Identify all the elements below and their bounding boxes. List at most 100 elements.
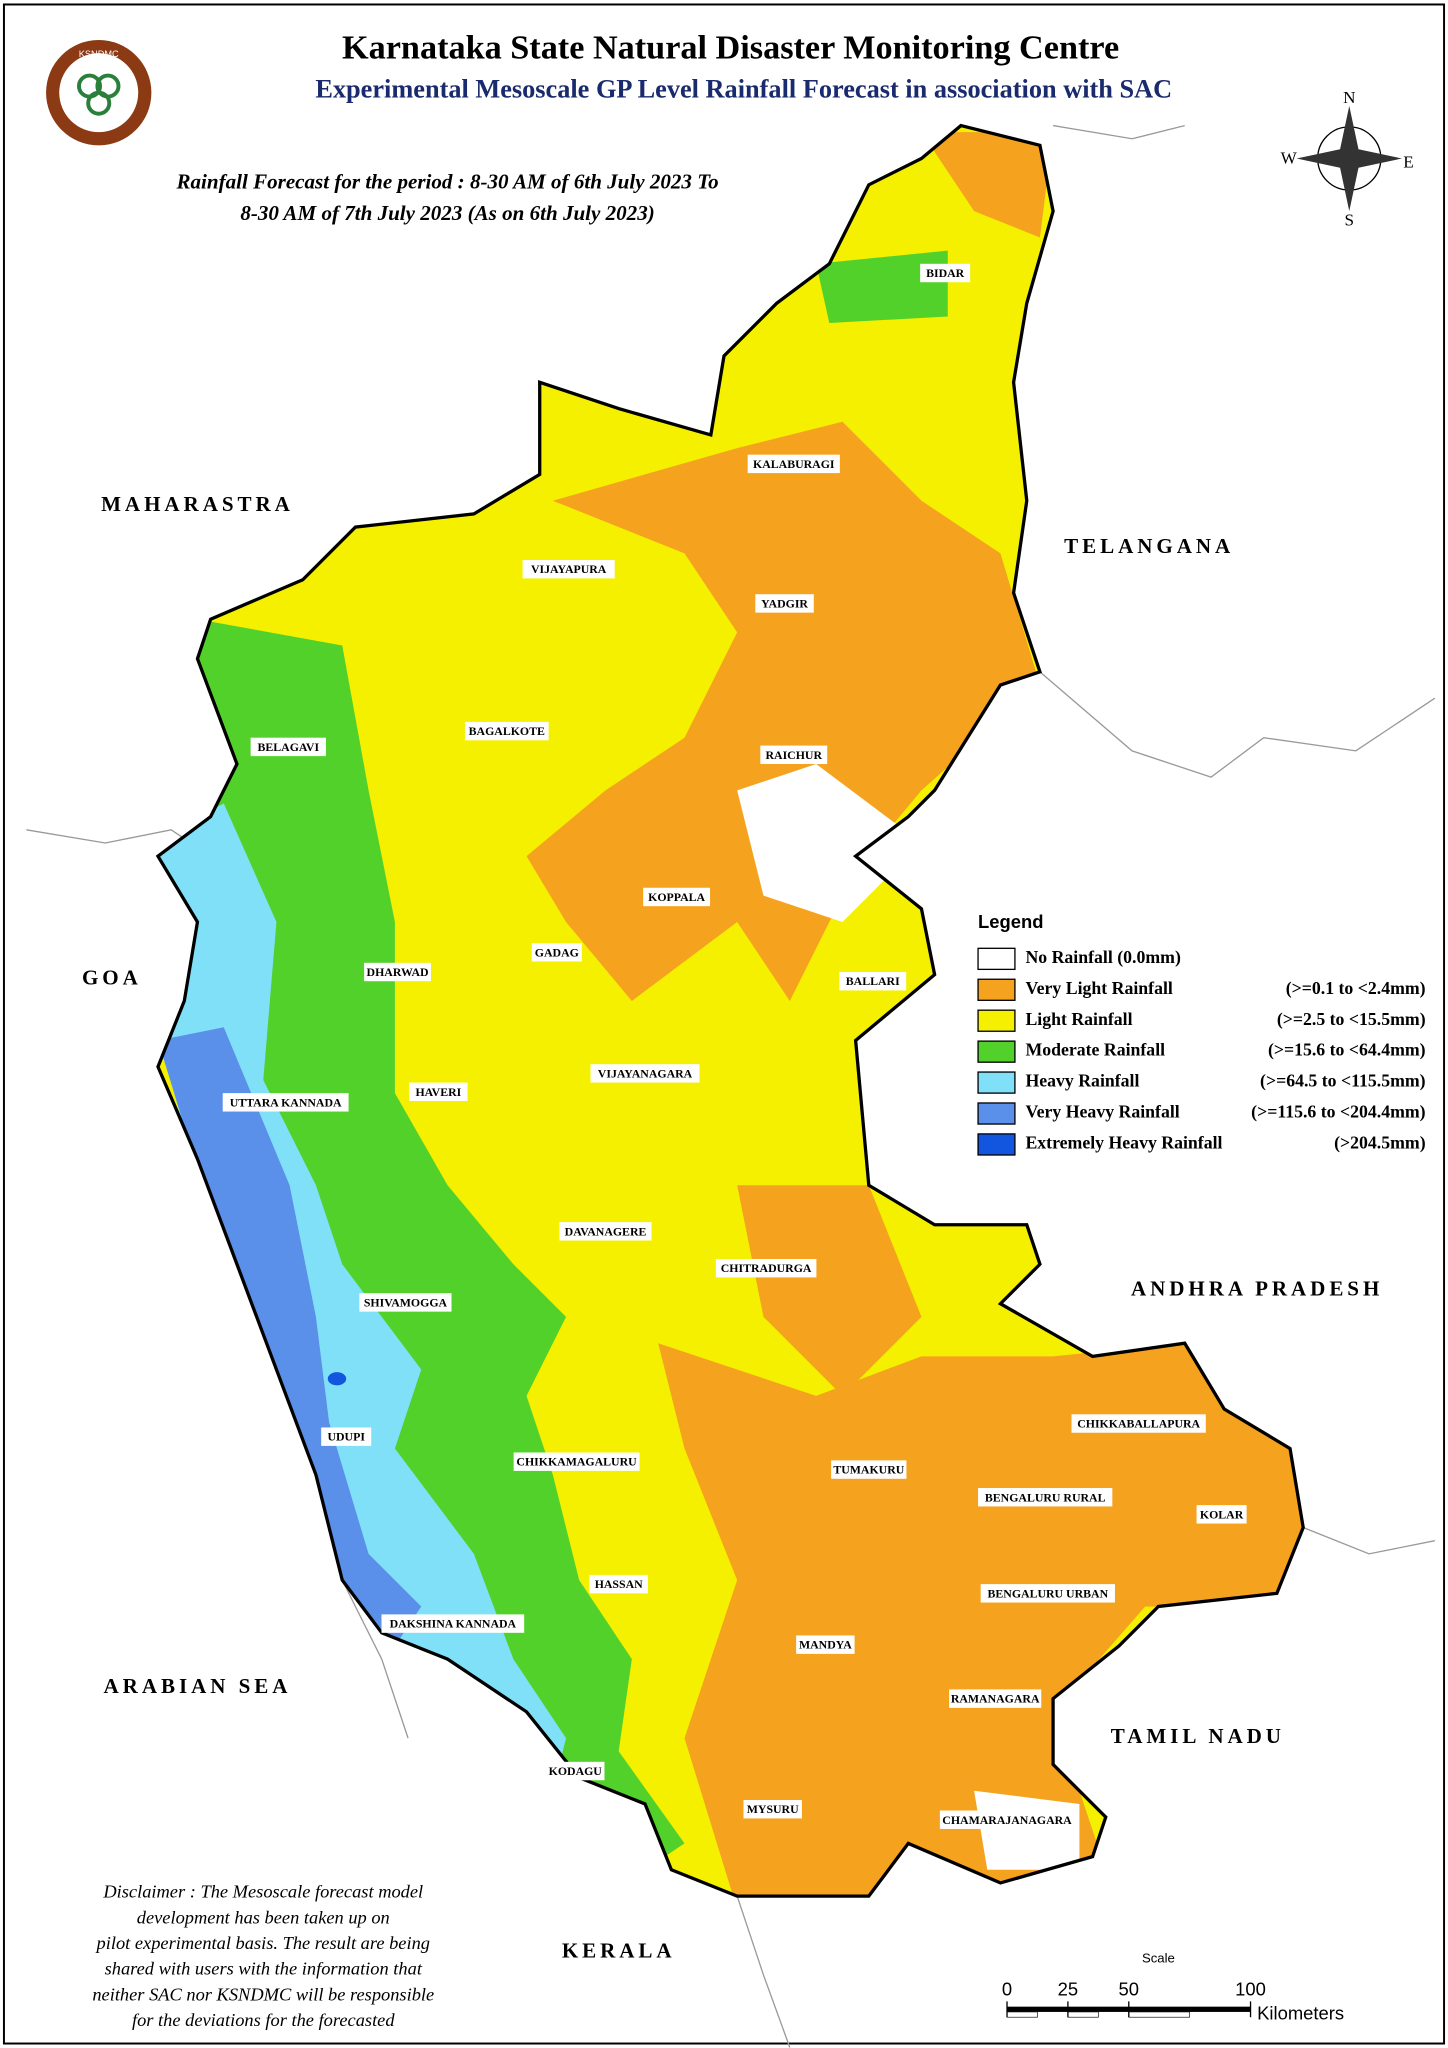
- zone-very-light: [526, 421, 1040, 1001]
- border: [736, 1895, 791, 2048]
- legend-range: (>204.5mm): [1334, 1133, 1426, 1154]
- district-label-bg: [589, 1574, 648, 1594]
- district-label: MYSURU: [747, 1802, 799, 1816]
- district-label: BENGALURU RURAL: [985, 1490, 1106, 1504]
- neighbor-label: TELANGANA: [1064, 534, 1234, 558]
- district-label: DAKSHINA KANNADA: [390, 1617, 517, 1631]
- legend-label: Light Rainfall: [1025, 1009, 1132, 1029]
- district-label: RAICHUR: [766, 748, 823, 762]
- district-label-bg: [715, 1258, 817, 1278]
- district-label: GADAG: [535, 945, 579, 959]
- zone-very-light: [658, 1343, 1304, 1897]
- district-label: MANDYA: [799, 1638, 852, 1652]
- legend-label: Heavy Rainfall: [1025, 1071, 1139, 1091]
- legend-swatch: [977, 1102, 1016, 1125]
- district-label-bg: [250, 737, 326, 757]
- district-label-bg: [839, 972, 907, 991]
- district-label: HAVERI: [415, 1085, 461, 1099]
- compass-s: S: [1345, 211, 1355, 230]
- district-label-bg: [747, 454, 840, 474]
- district-label-bg: [321, 1427, 372, 1446]
- district-label-bg: [464, 721, 549, 741]
- legend-label: Very Light Rainfall: [1025, 978, 1172, 998]
- scale-segment: [1067, 2011, 1099, 2018]
- district-label: DHARWAD: [367, 965, 429, 979]
- district-label-bg: [920, 263, 971, 283]
- compass-star: [1296, 105, 1402, 212]
- district-label-bg: [359, 1293, 452, 1312]
- zone-moderate: [184, 619, 685, 1897]
- scale-segment: [1128, 2011, 1190, 2018]
- district-label: VIJAYANAGARA: [598, 1066, 693, 1080]
- neighbor-label: MAHARASTRA: [101, 492, 294, 516]
- district-label-bg: [743, 1799, 802, 1819]
- frame: [2, 3, 1446, 2045]
- district-label-bg: [796, 1635, 855, 1654]
- legend-swatch: [977, 1009, 1016, 1032]
- scale-segment: [1007, 2006, 1068, 2012]
- scale-title: Scale: [1142, 1951, 1175, 1966]
- legend-range: (>=2.5 to <15.5mm): [1277, 1009, 1426, 1030]
- compass-w: W: [1281, 149, 1298, 168]
- zone-extremely-heavy: [327, 1372, 347, 1386]
- legend-range: (>=15.6 to <64.4mm): [1268, 1040, 1426, 1061]
- district-label: YADGIR: [761, 596, 808, 610]
- district-label: BENGALURU URBAN: [988, 1586, 1109, 1600]
- disclaimer-line: neither SAC nor KSNDMC will be responsib…: [92, 1984, 434, 2004]
- district-label: BALLARI: [846, 974, 900, 988]
- district-label: VIJAYAPURA: [531, 562, 607, 576]
- period-line: 8-30 AM of 7th July 2023 (As on 6th July…: [240, 201, 654, 225]
- scale-segment: [1067, 2006, 1129, 2012]
- legend-title: Legend: [978, 911, 1043, 932]
- district-label-bg: [939, 1810, 1075, 1829]
- scale-tick-label: 100: [1235, 1979, 1266, 2000]
- neighbor-label: GOA: [82, 966, 142, 990]
- scale-segment: [1006, 2011, 1038, 2018]
- district-label: SHIVAMOGGA: [364, 1295, 448, 1309]
- district-label-bg: [364, 962, 431, 982]
- disclaimer-line: pilot experimental basis. The result are…: [95, 1933, 431, 1953]
- compass-e: E: [1403, 153, 1413, 172]
- compass: N E S W: [1281, 88, 1414, 229]
- district-label-bg: [978, 1488, 1113, 1507]
- district-label-bg: [643, 887, 711, 907]
- district-label-bg: [1196, 1505, 1247, 1524]
- legend-swatch: [977, 1071, 1016, 1094]
- district-label: HASSAN: [595, 1577, 643, 1591]
- legend-box: [967, 902, 1438, 1159]
- neighbor-label: KERALA: [562, 1939, 676, 1963]
- scale-tick-label: 50: [1119, 1979, 1139, 2000]
- district-label: CHIKKAMAGALURU: [516, 1455, 637, 1469]
- title: Karnataka State Natural Disaster Monitor…: [342, 29, 1119, 66]
- neighbor-label: TAMIL NADU: [1111, 1724, 1285, 1748]
- district-label-bg: [760, 745, 828, 765]
- disclaimer-line: development has been taken up on: [137, 1907, 390, 1927]
- zone-very-light: [737, 1185, 922, 1396]
- border: [1302, 1526, 1435, 1555]
- district-label: DAVANAGERE: [565, 1224, 647, 1238]
- zone-heavy: [157, 803, 567, 1791]
- logo: KSNDMC: [46, 40, 152, 146]
- district-label: KODAGU: [549, 1764, 603, 1778]
- period-line: Rainfall Forecast for the period : 8-30 …: [175, 169, 718, 193]
- district-label-bg: [381, 1614, 525, 1633]
- legend-label: Very Heavy Rainfall: [1025, 1102, 1179, 1122]
- zone-none: [737, 764, 922, 922]
- district-label: UTTARA KANNADA: [230, 1095, 342, 1109]
- legend-swatch: [977, 947, 1016, 971]
- district-label-bg: [590, 1064, 700, 1083]
- district-label-bg: [949, 1689, 1042, 1708]
- disclaimer-line: Disclaimer : The Mesoscale forecast mode…: [102, 1882, 423, 1902]
- border: [1039, 671, 1436, 778]
- district-label: CHITRADURGA: [721, 1261, 812, 1275]
- district-label-bg: [980, 1584, 1115, 1603]
- district-label: KOPPALA: [648, 890, 705, 904]
- legend-label: No Rainfall (0.0mm): [1025, 947, 1181, 968]
- district-label: CHAMARAJANAGARA: [942, 1813, 1072, 1827]
- district-label: BELAGAVI: [257, 740, 319, 754]
- district-label-bg: [755, 594, 814, 613]
- district-label: KOLAR: [1200, 1507, 1244, 1521]
- zone-moderate: [816, 250, 948, 324]
